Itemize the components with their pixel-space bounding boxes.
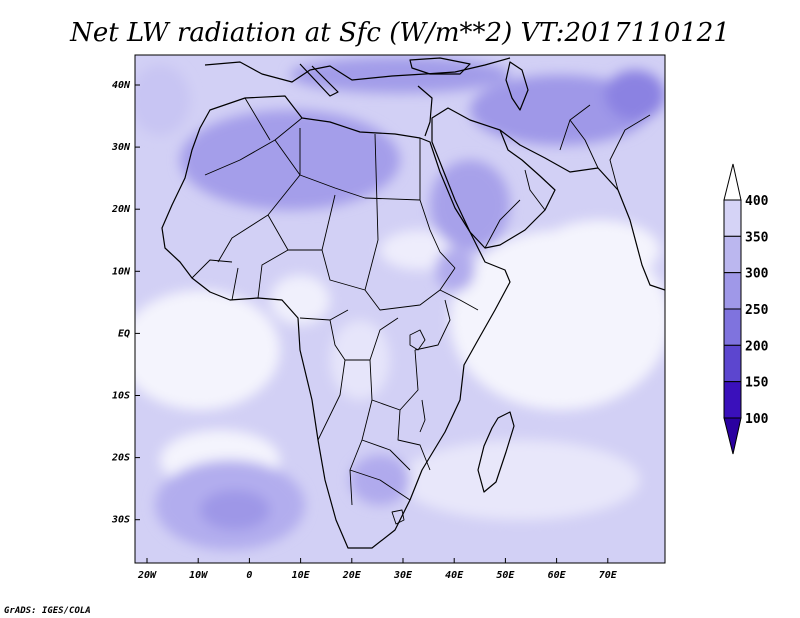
arabia-coastline [431, 107, 556, 249]
map-title: Net LW radiation at Sfc (W/m**2) VT:2017… [69, 18, 730, 48]
levant-coast [417, 85, 433, 137]
colorbar-box [723, 199, 742, 237]
lon-tick-label: 70E [599, 570, 618, 581]
colorbar-top-arrow [723, 163, 742, 201]
caspian-sea [505, 61, 529, 111]
lat-tick-label: EQ [118, 328, 130, 339]
africa-coastline [161, 95, 511, 549]
europe-coastline [204, 57, 511, 83]
colorbar-labels: 400 350 300 250 200 150 100 [745, 194, 769, 427]
colorbar-bottom-arrow [723, 417, 742, 455]
italy-coastline [299, 63, 339, 97]
coastlines-and-borders [161, 57, 665, 549]
lat-tick-label: 10N [112, 266, 131, 277]
lon-tick-label: 50E [496, 570, 515, 581]
lat-tick-label: 20N [111, 204, 131, 215]
lesotho [391, 509, 405, 525]
lat-tick-label: 20S [111, 453, 130, 464]
colorbar-label: 100 [745, 412, 769, 427]
colorbar-box [723, 235, 742, 274]
longitude-axis: 20W 10W 0 10E 20E 30E 40E 50E 60E 70E [137, 558, 618, 581]
lat-tick-label: 40N [112, 80, 131, 91]
latitude-axis: 40N 30N 20N 10N EQ 10S 20S 30S [111, 80, 140, 526]
lon-tick-label: 20E [342, 570, 362, 581]
credit-text: GrADS: IGES/COLA [4, 606, 91, 616]
colorbar: 400 350 300 250 200 150 100 [723, 163, 769, 455]
radiation-field-shading [135, 57, 665, 550]
lon-tick-label: 60E [548, 570, 567, 581]
lon-tick-label: 10E [292, 570, 311, 581]
asia-coastline [499, 129, 665, 291]
lon-tick-label: 20W [137, 570, 157, 581]
colorbar-label: 200 [745, 339, 769, 354]
plot-area [135, 55, 665, 563]
plot-frame [134, 54, 666, 564]
colorbar-label: 250 [745, 303, 769, 318]
lon-tick-label: 40E [445, 570, 464, 581]
black-sea [409, 57, 471, 75]
border-lines [191, 97, 651, 506]
lake-victoria [409, 329, 426, 351]
lat-tick-label: 10S [112, 391, 130, 402]
lon-tick-label: 10W [189, 570, 208, 581]
colorbar-label: 150 [745, 376, 769, 391]
colorbar-label: 400 [745, 194, 769, 209]
colorbar-box [723, 272, 742, 310]
colorbar-label: 350 [745, 230, 769, 245]
colorbar-box [723, 381, 742, 419]
colorbar-label: 300 [745, 267, 769, 282]
lat-tick-label: 30N [111, 142, 131, 153]
lon-tick-label: 30E [393, 570, 413, 581]
lat-tick-label: 30S [111, 515, 130, 526]
colorbar-boxes [723, 199, 742, 419]
lake-malawi [419, 399, 426, 433]
colorbar-box [723, 344, 742, 383]
madagascar-coastline [477, 411, 515, 493]
lon-tick-label: 0 [246, 570, 252, 581]
colorbar-box [723, 308, 742, 346]
